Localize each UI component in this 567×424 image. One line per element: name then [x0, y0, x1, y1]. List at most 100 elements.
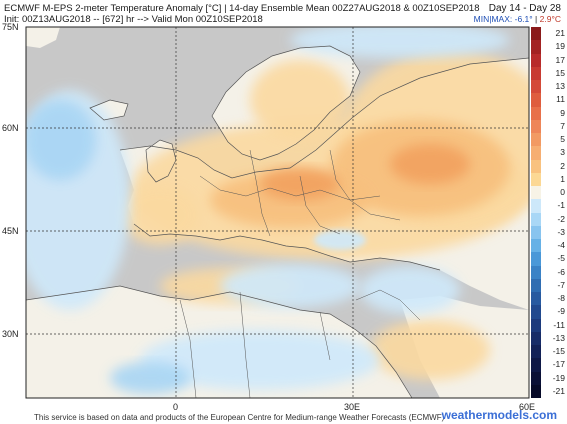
legend-label: -21 — [552, 385, 565, 396]
legend-entry: -5 — [531, 252, 565, 266]
max-label: MAX: — [491, 14, 513, 24]
legend-swatch — [531, 331, 541, 345]
border-central-europe — [199, 175, 381, 201]
legend-entry: 11 — [531, 93, 565, 107]
legend-swatch — [531, 212, 541, 226]
legend-entry: -9 — [531, 305, 565, 319]
color-legend: 21 19 17 15 13 11 9 7 5 3 2 1 0 -1 -2 -3 -4 -5 -6 -7 -8 -9 -11… — [531, 27, 565, 398]
legend-label: 19 — [555, 41, 565, 52]
legend-label: -3 — [557, 226, 565, 237]
legend-swatch — [531, 186, 541, 200]
coastline-mediterranean — [133, 223, 441, 271]
legend-swatch — [531, 66, 541, 80]
legend-label: -2 — [557, 213, 565, 224]
coastline-north-africa — [26, 285, 413, 398]
border-north-africa — [179, 291, 331, 398]
lat-label-45n: 45N — [2, 226, 19, 236]
lat-label-60n: 60N — [2, 123, 19, 133]
legend-swatch — [531, 252, 541, 266]
legend-label: -7 — [557, 279, 565, 290]
legend-label: -8 — [557, 293, 565, 303]
legend-label: -15 — [552, 346, 565, 356]
legend-label: 11 — [556, 94, 565, 105]
warm-anomaly-sahara — [370, 320, 490, 380]
legend-swatch — [531, 292, 541, 306]
legend-entry: -7 — [531, 278, 565, 292]
legend-entry: -3 — [531, 225, 565, 239]
day-range: Day 14 - Day 28 — [488, 3, 561, 14]
legend-swatch — [531, 305, 541, 319]
legend-swatch — [531, 27, 541, 41]
legend-label: -17 — [552, 359, 565, 370]
legend-label: 9 — [560, 107, 565, 118]
border-middle-east — [355, 289, 421, 321]
legend-swatch — [531, 159, 541, 173]
legend-label: -5 — [557, 253, 565, 264]
coastline-europe — [119, 57, 529, 179]
legend-entry: -1 — [531, 199, 565, 213]
minmax-separator: | — [489, 14, 492, 24]
legend-swatch — [531, 146, 541, 160]
legend-label: -9 — [557, 306, 565, 317]
legend-label: 15 — [555, 67, 565, 78]
legend-label: 3 — [560, 147, 565, 158]
legend-label: 17 — [555, 54, 565, 65]
cool-anomaly-middle-east — [360, 266, 460, 314]
legend-swatch — [531, 384, 541, 398]
legend-swatch — [531, 106, 541, 120]
legend-entry: -21 — [531, 384, 565, 398]
greenland-landmass — [26, 27, 60, 48]
max-value: 2.9°C — [539, 14, 561, 24]
minmax-divider: | — [535, 14, 538, 24]
legend-swatch — [531, 239, 541, 253]
warm-anomaly-iberia — [120, 185, 200, 245]
lon-label-0: 0 — [173, 402, 179, 412]
legend-swatch — [531, 133, 541, 147]
lon-label-60e: 60E — [519, 402, 536, 412]
legend-swatch — [531, 93, 541, 107]
legend-entry: 3 — [531, 146, 565, 160]
legend-label: -6 — [557, 266, 565, 277]
legend-label: 0 — [560, 187, 565, 197]
legend-swatch — [531, 119, 541, 133]
legend-swatch — [531, 371, 541, 385]
weathermodels-brand: weathermodels.com — [441, 408, 557, 422]
legend-swatch — [531, 53, 541, 67]
legend-entry: -11 — [531, 318, 565, 332]
legend-label: -1 — [557, 200, 565, 211]
anomaly-fields — [26, 27, 529, 394]
cool-anomaly-africa — [140, 330, 380, 390]
coastline-iceland — [89, 99, 129, 121]
legend-label: 13 — [555, 81, 565, 91]
legend-entry: -19 — [531, 371, 565, 385]
coastline-scandinavia — [211, 45, 361, 161]
warm-peak-east — [390, 144, 470, 184]
legend-entry: -4 — [531, 239, 565, 253]
legend-entry: -13 — [531, 331, 565, 345]
warm-peak-central — [260, 168, 340, 200]
coastline-british-isles — [145, 139, 177, 183]
legend-swatch — [531, 225, 541, 239]
graticule — [26, 27, 529, 398]
legend-entry: 17 — [531, 53, 565, 67]
legend-entry: 21 — [531, 27, 565, 41]
map-title: ECMWF M-EPS 2-meter Temperature Anomaly … — [4, 3, 480, 14]
legend-label: 5 — [560, 134, 565, 144]
coastlines-and-borders — [26, 45, 529, 398]
legend-swatch — [531, 40, 541, 54]
legend-entry: 15 — [531, 66, 565, 80]
map-layers — [26, 27, 529, 398]
warm-anomaly-scandinavia — [250, 60, 350, 140]
legend-entry: 7 — [531, 119, 565, 133]
cool-anomaly-atlantic-core — [26, 100, 96, 180]
legend-swatch — [531, 265, 541, 279]
legend-entry: 9 — [531, 106, 565, 120]
min-label: MIN — [473, 14, 490, 24]
legend-swatch — [531, 318, 541, 332]
legend-label: 21 — [555, 28, 565, 38]
legend-swatch — [531, 278, 541, 292]
legend-entry: 5 — [531, 133, 565, 147]
init-line: Init: 00Z13AUG2018 -- [672] hr --> Valid… — [4, 14, 263, 25]
